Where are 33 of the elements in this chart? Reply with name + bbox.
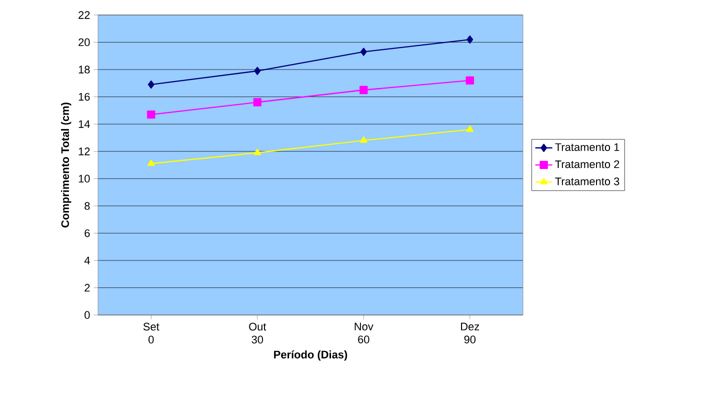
point bbox=[147, 110, 156, 119]
y-tick-label: 2 bbox=[84, 284, 90, 292]
y-tick-label: 14 bbox=[78, 120, 90, 128]
x-axis-title: Período (Dias) bbox=[274, 350, 348, 361]
y-tick-label: 10 bbox=[78, 174, 90, 183]
y-axis-title: Comprimento Total (cm) bbox=[60, 102, 72, 228]
x-tick-label: Dez 90 bbox=[461, 322, 480, 344]
legend-label: Tratamento 1 bbox=[555, 143, 620, 151]
y-tick-label: 0 bbox=[84, 311, 90, 319]
point bbox=[254, 148, 261, 156]
point bbox=[466, 76, 474, 85]
point bbox=[360, 136, 368, 143]
point bbox=[148, 160, 155, 166]
y-tick-label: 20 bbox=[78, 38, 90, 46]
legend-label: Tratamento 3 bbox=[555, 178, 620, 186]
x-tick-label: Set 0 bbox=[143, 322, 160, 344]
x-tick-label: Nov 60 bbox=[354, 322, 374, 344]
y-tick-label: 16 bbox=[78, 92, 90, 101]
y-tick-label: 4 bbox=[84, 256, 90, 264]
x-tick-label: Out 30 bbox=[249, 322, 266, 344]
point bbox=[360, 86, 368, 94]
point bbox=[254, 66, 261, 75]
y-tick-label: 22 bbox=[78, 11, 90, 19]
point bbox=[466, 35, 474, 44]
point bbox=[148, 80, 154, 89]
point bbox=[466, 125, 474, 132]
legend-label: Tratamento 2 bbox=[555, 160, 620, 168]
y-tick-label: 8 bbox=[84, 202, 90, 210]
point bbox=[253, 98, 262, 106]
y-tick-label: 12 bbox=[78, 148, 90, 156]
y-tick-label: 18 bbox=[78, 66, 90, 74]
y-tick-label: 6 bbox=[84, 229, 90, 238]
point bbox=[360, 48, 367, 56]
